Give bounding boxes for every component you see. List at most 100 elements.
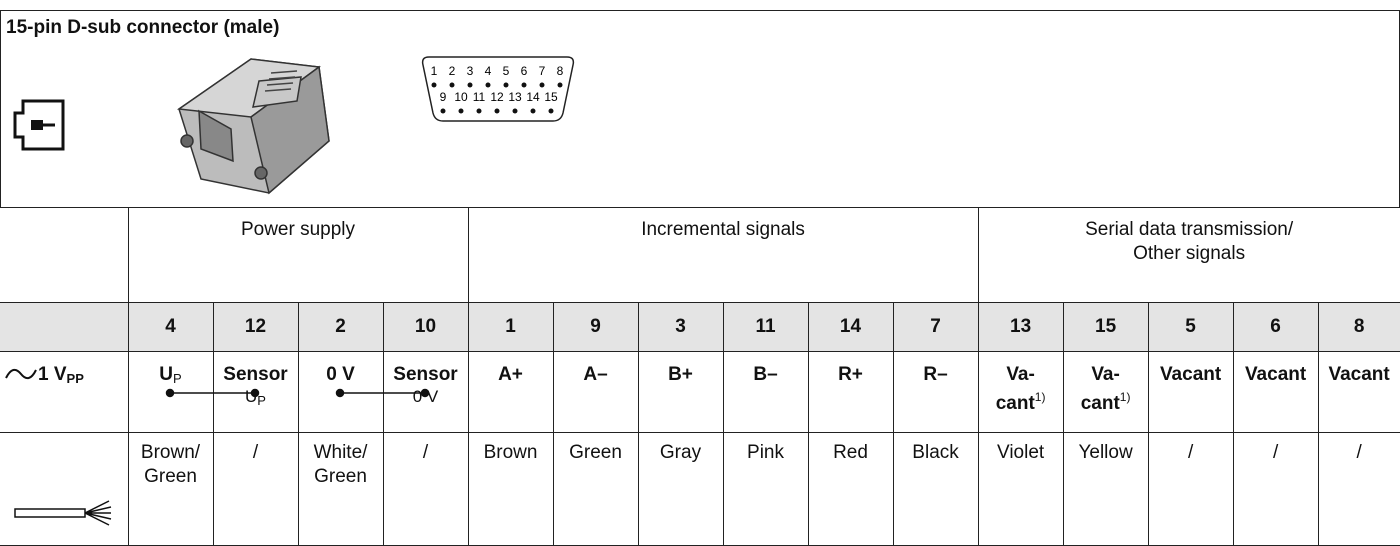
signal-name: B+ bbox=[668, 364, 693, 385]
pin-dot bbox=[503, 82, 509, 88]
signal-cell: Va- cant1) bbox=[977, 351, 1064, 433]
wire-color: / bbox=[212, 432, 299, 546]
blank-cell bbox=[0, 302, 129, 352]
pin-dot bbox=[494, 108, 500, 114]
pin-number: 5 bbox=[503, 64, 510, 78]
pin-dot bbox=[467, 82, 473, 88]
pin-cell: 10 bbox=[382, 302, 469, 352]
pin-row: 4 12 2 10 1 9 3 11 14 7 13 15 5 6 8 bbox=[0, 302, 1400, 352]
row-label-text: 1 V bbox=[38, 364, 67, 385]
row-label-sub: PP bbox=[66, 371, 84, 386]
signal-cell: Va- cant1) bbox=[1062, 351, 1149, 433]
signal-name: Vacant bbox=[1244, 364, 1307, 385]
pin-dot bbox=[449, 82, 455, 88]
signal-name: R+ bbox=[838, 364, 863, 385]
signal-line2: 0 V bbox=[412, 387, 439, 406]
pin-dot bbox=[458, 108, 464, 114]
pin-cell: 2 bbox=[297, 302, 384, 352]
group-header: Serial data transmission/ Other signals bbox=[977, 207, 1400, 303]
signal-cell: Vacant bbox=[1317, 351, 1400, 433]
pin-dot bbox=[530, 108, 536, 114]
wire-color: Red bbox=[807, 432, 894, 546]
signal-name: A+ bbox=[498, 364, 523, 385]
wire-color: / bbox=[1147, 432, 1234, 546]
signal-cell: A+ bbox=[467, 351, 554, 433]
pin-number: 3 bbox=[467, 64, 474, 78]
signal-name: Vacant bbox=[1328, 364, 1390, 385]
signal-name: Sensor bbox=[223, 364, 288, 385]
pin-cell: 3 bbox=[637, 302, 724, 352]
signal-name: Va- cant bbox=[995, 364, 1035, 414]
signal-cell: Sensor 0 V bbox=[382, 351, 469, 433]
pin-dot bbox=[440, 108, 446, 114]
pin-cell: 14 bbox=[807, 302, 894, 352]
pin-number: 4 bbox=[485, 64, 492, 78]
connector-drawings: 1 2 3 4 5 6 7 89 10 11 12 13 14 15 bbox=[13, 56, 575, 195]
wire-color: / bbox=[1317, 432, 1400, 546]
wire-color: Black bbox=[892, 432, 979, 546]
signal-cell: A– bbox=[552, 351, 639, 433]
pin-number: 7 bbox=[539, 64, 546, 78]
footnote-ref: 1) bbox=[1119, 390, 1131, 404]
pinout: 1 2 3 4 5 6 7 89 10 11 12 13 14 15 bbox=[431, 64, 564, 114]
wire-color: / bbox=[382, 432, 469, 546]
blank-cell bbox=[0, 207, 129, 303]
pin-dot bbox=[539, 82, 545, 88]
pin-cell: 12 bbox=[212, 302, 299, 352]
pin-dot bbox=[431, 82, 437, 88]
pin-cell: 8 bbox=[1317, 302, 1400, 352]
pin-number: 9 bbox=[440, 90, 447, 104]
signal-name: Vacant bbox=[1159, 364, 1222, 385]
signal-sub: P bbox=[257, 393, 266, 408]
signal-cell: 0 V bbox=[297, 351, 384, 433]
pin-number: 2 bbox=[449, 64, 456, 78]
pin-dot bbox=[512, 108, 518, 114]
signal-name: Sensor bbox=[393, 364, 458, 385]
group-header: Incremental signals bbox=[467, 207, 979, 303]
signal-name: U bbox=[159, 364, 174, 385]
pin-cell: 13 bbox=[977, 302, 1064, 352]
wire-color: Yellow bbox=[1062, 432, 1149, 546]
pin-cell: 5 bbox=[1147, 302, 1234, 352]
group-header: Power supply bbox=[127, 207, 469, 303]
pin-cell: 9 bbox=[552, 302, 639, 352]
signal-cell: B– bbox=[722, 351, 809, 433]
signal-cell: UP bbox=[127, 351, 214, 433]
pin-table: Power supply Incremental signals Serial … bbox=[0, 207, 1400, 546]
signal-row: 1 VPP UP Sensor UP 0 V Sensor 0 V A+ A– B+ B– R+ R–… bbox=[0, 351, 1400, 433]
signal-line2: U bbox=[245, 387, 258, 406]
signal-name: 0 V bbox=[326, 364, 355, 385]
wire-color: Pink bbox=[722, 432, 809, 546]
pin-dot bbox=[557, 82, 563, 88]
signal-cell: R– bbox=[892, 351, 979, 433]
cable-icon-cell bbox=[0, 432, 129, 546]
wire-row: Brown/ Green / White/ Green / Brown Green Gray… bbox=[0, 432, 1400, 546]
sine-icon bbox=[5, 368, 37, 380]
signal-cell: Vacant bbox=[1147, 351, 1234, 433]
pin-cell: 6 bbox=[1232, 302, 1319, 352]
pin-cell: 1 bbox=[467, 302, 554, 352]
wire-color: Gray bbox=[637, 432, 724, 546]
connector-symbol bbox=[13, 99, 65, 151]
pin-number: 10 bbox=[454, 90, 468, 104]
signal-name: A– bbox=[583, 364, 608, 385]
signal-name: B– bbox=[753, 364, 778, 385]
signal-cell: Sensor UP bbox=[212, 351, 299, 433]
signal-name: Va- cant bbox=[1080, 364, 1120, 414]
signal-cell: R+ bbox=[807, 351, 894, 433]
pin-number: 8 bbox=[557, 64, 564, 78]
connector-photo bbox=[176, 58, 330, 195]
wire-color: Brown/ Green bbox=[127, 432, 214, 546]
pin-number: 6 bbox=[521, 64, 528, 78]
pin-number: 12 bbox=[490, 90, 504, 104]
wire-color: Violet bbox=[977, 432, 1064, 546]
pin-dot bbox=[476, 108, 482, 114]
wire-color: Brown bbox=[467, 432, 554, 546]
group-row: Power supply Incremental signals Serial … bbox=[0, 207, 1400, 303]
pin-cell: 7 bbox=[892, 302, 979, 352]
pinout-outline bbox=[421, 56, 575, 122]
row-label: 1 VPP bbox=[0, 351, 129, 433]
pin-cell: 15 bbox=[1062, 302, 1149, 352]
signal-cell: B+ bbox=[637, 351, 724, 433]
